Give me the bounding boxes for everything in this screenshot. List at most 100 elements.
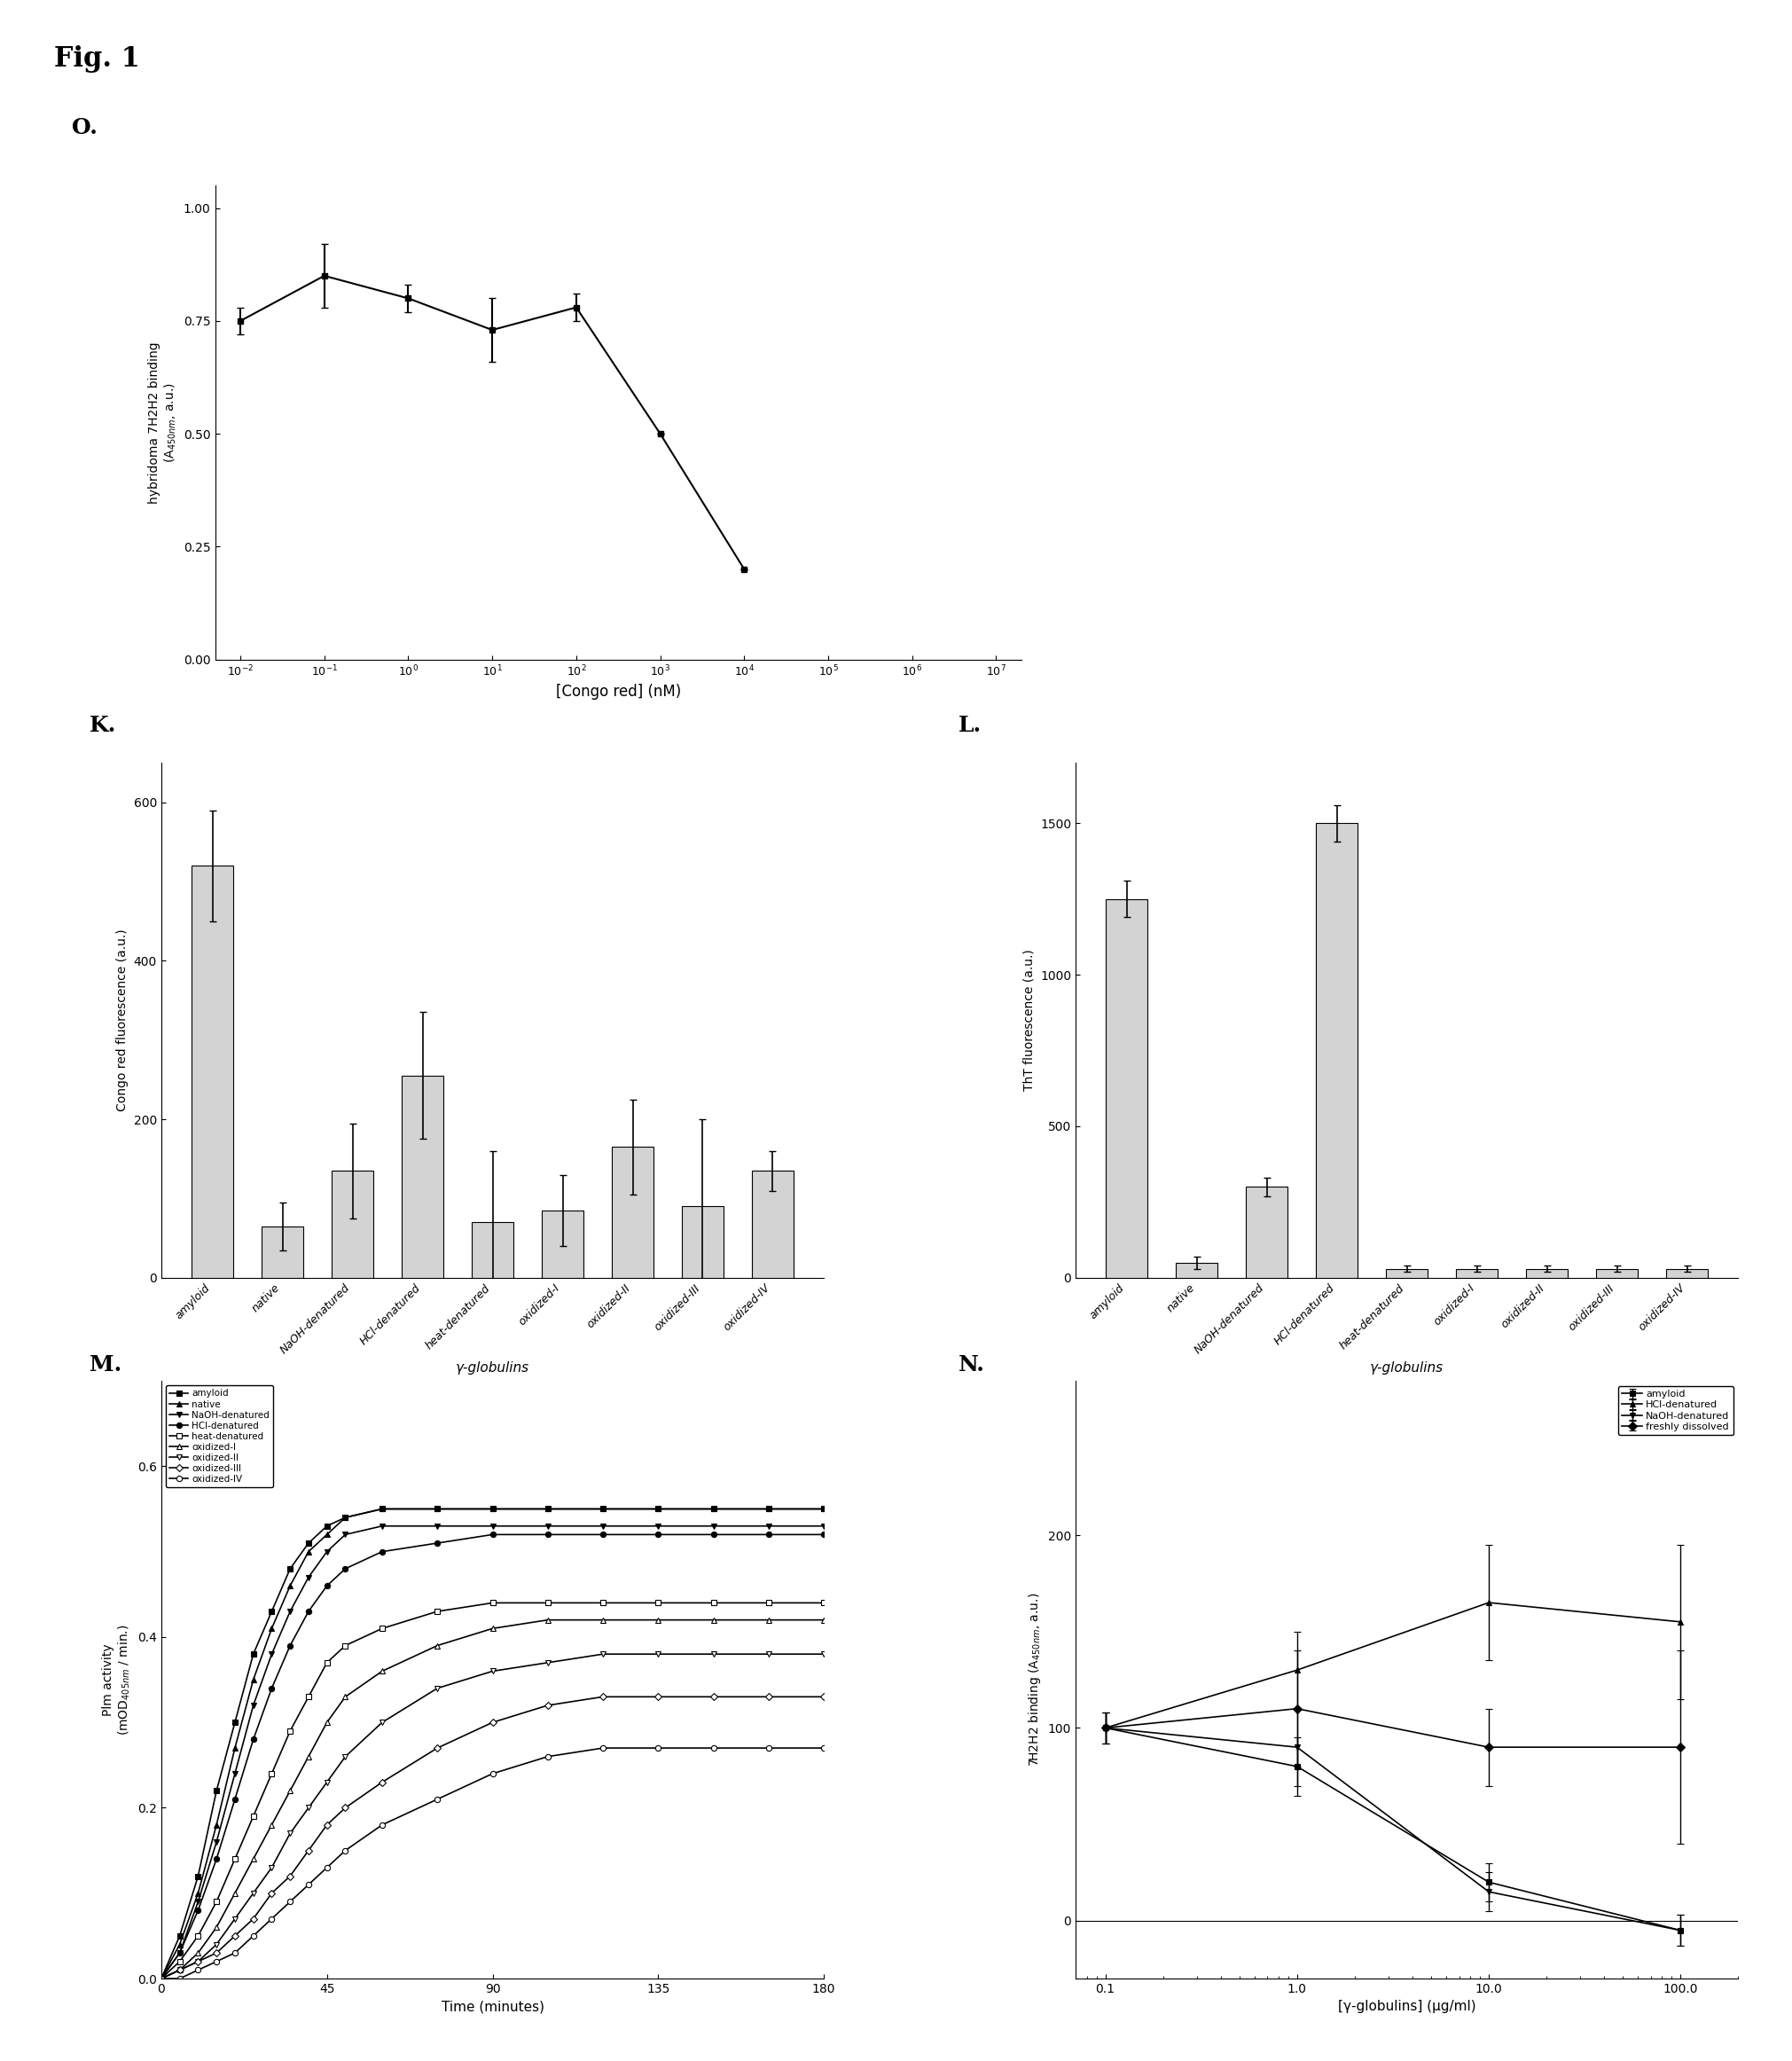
HCl-denatured <box>814 1523 835 1548</box>
oxidized-I <box>758 1608 780 1632</box>
heat-denatured <box>151 1966 172 1991</box>
Line: oxidized-I: oxidized-I <box>158 1618 826 1981</box>
oxidized-III <box>591 1684 613 1709</box>
oxidized-II <box>758 1643 780 1667</box>
NaOH-denatured <box>758 1513 780 1538</box>
heat-denatured <box>262 1762 283 1787</box>
HCl-denatured <box>647 1523 668 1548</box>
heat-denatured <box>315 1651 337 1676</box>
oxidized-IV <box>335 1838 357 1863</box>
oxidized-I <box>482 1616 504 1641</box>
amyloid <box>371 1496 392 1521</box>
oxidized-III <box>315 1812 337 1836</box>
Bar <box>1315 822 1358 1278</box>
amyloid <box>538 1496 559 1521</box>
Y-axis label: Congo red fluorescence (a.u.): Congo red fluorescence (a.u.) <box>116 930 129 1111</box>
oxidized-III <box>297 1838 319 1863</box>
Bar <box>1455 1270 1498 1278</box>
oxidized-I <box>371 1659 392 1684</box>
NaOH-denatured <box>315 1540 337 1564</box>
Y-axis label: hybridoma 7H2H2 binding
(A$_{450nm}$, a.u.): hybridoma 7H2H2 binding (A$_{450nm}$, a.… <box>149 342 179 503</box>
oxidized-II <box>151 1966 172 1991</box>
amyloid <box>297 1531 319 1556</box>
NaOH-denatured <box>371 1513 392 1538</box>
heat-denatured <box>224 1847 246 1871</box>
oxidized-I <box>315 1711 337 1735</box>
oxidized-III <box>262 1882 283 1906</box>
Line: HCl-denatured: HCl-denatured <box>158 1531 826 1981</box>
amyloid <box>242 1643 263 1667</box>
oxidized-II <box>188 1950 210 1974</box>
Text: M.: M. <box>90 1354 122 1375</box>
Text: N.: N. <box>959 1354 986 1375</box>
NaOH-denatured <box>647 1513 668 1538</box>
heat-denatured <box>647 1591 668 1616</box>
oxidized-III <box>702 1684 724 1709</box>
HCl-denatured <box>188 1898 210 1923</box>
NaOH-denatured <box>242 1692 263 1717</box>
oxidized-II <box>538 1651 559 1676</box>
oxidized-III <box>647 1684 668 1709</box>
HCl-denatured <box>758 1523 780 1548</box>
heat-denatured <box>297 1684 319 1709</box>
HCl-denatured <box>280 1632 301 1657</box>
heat-denatured <box>482 1591 504 1616</box>
HCl-denatured <box>371 1540 392 1564</box>
Line: amyloid: amyloid <box>158 1507 826 1981</box>
NaOH-denatured <box>151 1966 172 1991</box>
oxidized-IV <box>242 1923 263 1948</box>
amyloid <box>702 1496 724 1521</box>
HCl-denatured <box>224 1787 246 1812</box>
oxidized-IV <box>426 1787 448 1812</box>
oxidized-III <box>224 1923 246 1948</box>
oxidized-IV <box>647 1735 668 1760</box>
HCl-denatured <box>702 1523 724 1548</box>
heat-denatured <box>591 1591 613 1616</box>
oxidized-III <box>280 1863 301 1888</box>
oxidized-IV <box>168 1966 190 1991</box>
native <box>242 1667 263 1692</box>
Bar <box>1597 1270 1638 1278</box>
oxidized-I <box>538 1608 559 1632</box>
native <box>262 1616 283 1641</box>
native <box>758 1496 780 1521</box>
native <box>168 1931 190 1956</box>
heat-denatured <box>538 1591 559 1616</box>
heat-denatured <box>371 1616 392 1641</box>
Bar <box>1106 899 1149 1278</box>
heat-denatured <box>426 1599 448 1624</box>
amyloid <box>758 1496 780 1521</box>
oxidized-I <box>335 1684 357 1709</box>
oxidized-I <box>647 1608 668 1632</box>
oxidized-IV <box>151 1966 172 1991</box>
oxidized-II <box>262 1855 283 1880</box>
oxidized-III <box>538 1692 559 1717</box>
oxidized-II <box>591 1643 613 1667</box>
oxidized-I <box>262 1812 283 1836</box>
Y-axis label: 7H2H2 binding (A$_{450nm}$, a.u.): 7H2H2 binding (A$_{450nm}$, a.u.) <box>1027 1593 1043 1766</box>
X-axis label: γ-globulins: γ-globulins <box>455 1360 529 1375</box>
Line: NaOH-denatured: NaOH-denatured <box>158 1523 826 1981</box>
native <box>188 1882 210 1906</box>
oxidized-II <box>224 1906 246 1931</box>
oxidized-III <box>151 1966 172 1991</box>
native <box>280 1573 301 1597</box>
amyloid <box>591 1496 613 1521</box>
oxidized-I <box>591 1608 613 1632</box>
oxidized-I <box>188 1941 210 1966</box>
native <box>591 1496 613 1521</box>
oxidized-III <box>814 1684 835 1709</box>
HCl-denatured <box>206 1847 228 1871</box>
oxidized-I <box>280 1779 301 1803</box>
Bar <box>751 1171 794 1278</box>
HCl-denatured <box>482 1523 504 1548</box>
amyloid <box>814 1496 835 1521</box>
X-axis label: [Congo red] (nM): [Congo red] (nM) <box>556 684 681 699</box>
amyloid <box>335 1505 357 1529</box>
NaOH-denatured <box>482 1513 504 1538</box>
NaOH-denatured <box>262 1643 283 1667</box>
Bar <box>471 1222 514 1278</box>
oxidized-II <box>168 1958 190 1983</box>
oxidized-II <box>297 1795 319 1820</box>
oxidized-II <box>335 1744 357 1768</box>
